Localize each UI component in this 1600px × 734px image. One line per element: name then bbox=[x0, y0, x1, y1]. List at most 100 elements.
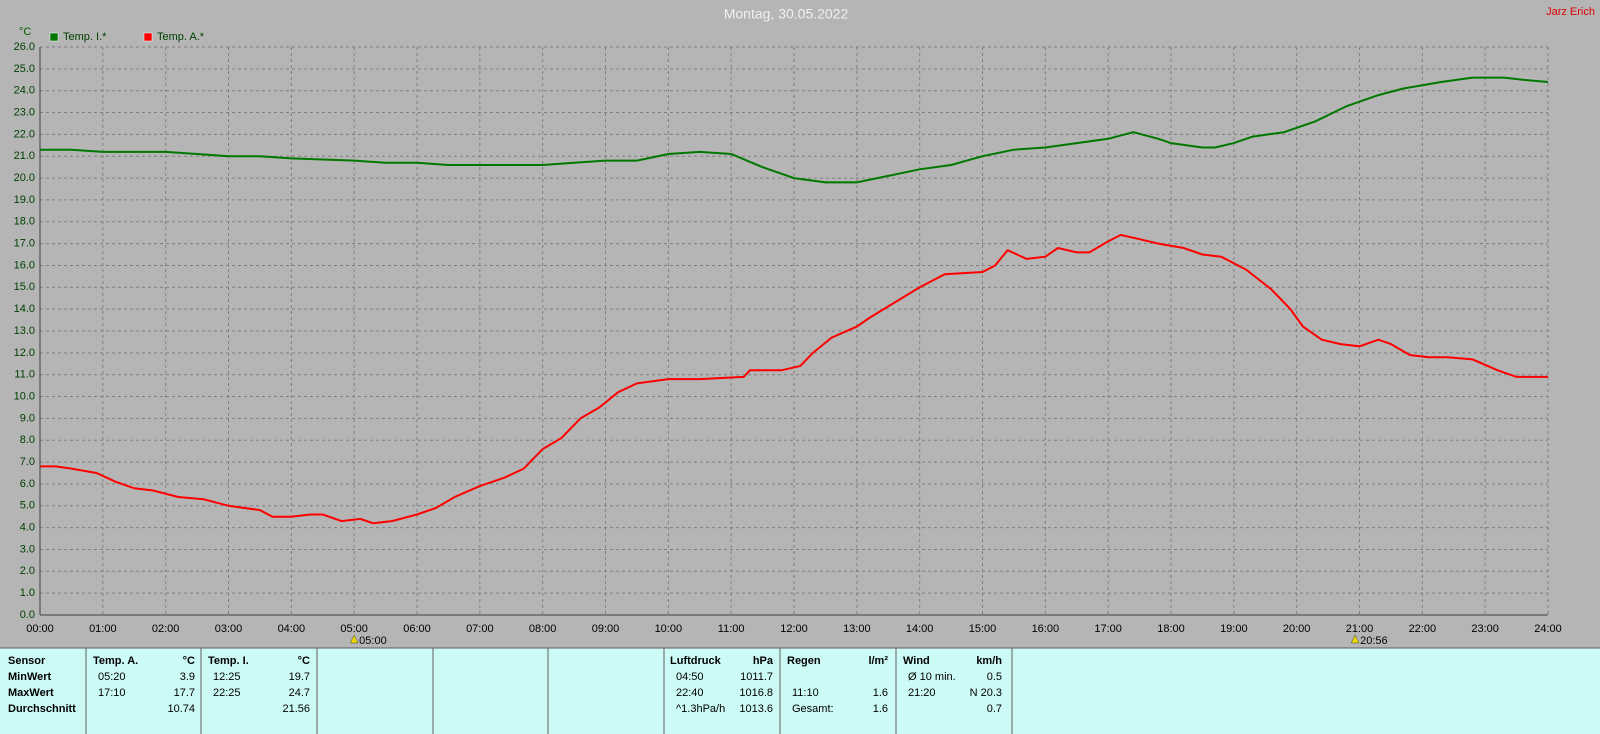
y-tick-label: 12.0 bbox=[14, 347, 35, 359]
y-tick-label: 2.0 bbox=[20, 565, 35, 577]
group-header: Temp. A. bbox=[93, 655, 138, 667]
y-tick-label: 11.0 bbox=[14, 369, 35, 381]
x-tick-label: 06:00 bbox=[403, 623, 431, 635]
x-tick-label: 04:00 bbox=[278, 623, 306, 635]
y-tick-label: 5.0 bbox=[20, 500, 35, 512]
sun-icon bbox=[349, 634, 359, 644]
stat-time: 12:25 bbox=[213, 671, 241, 683]
x-tick-label: 05:00 bbox=[340, 623, 368, 635]
y-tick-label: 8.0 bbox=[20, 434, 35, 446]
y-tick-label: 22.0 bbox=[14, 128, 35, 140]
x-tick-label: 02:00 bbox=[152, 623, 180, 635]
stat-time: 05:20 bbox=[98, 671, 126, 683]
stat-value: 19.7 bbox=[289, 671, 310, 683]
x-tick-label: 08:00 bbox=[529, 623, 557, 635]
group-unit: °C bbox=[183, 655, 195, 667]
legend-label: Temp. I.* bbox=[63, 31, 107, 43]
row-label: Durchschnitt bbox=[8, 703, 76, 715]
x-tick-label: 10:00 bbox=[655, 623, 683, 635]
y-tick-label: 26.0 bbox=[14, 41, 35, 53]
stat-time: 22:40 bbox=[676, 687, 704, 699]
x-tick-label: 03:00 bbox=[215, 623, 243, 635]
y-tick-label: 13.0 bbox=[14, 325, 35, 337]
stat-value: 17.7 bbox=[174, 687, 195, 699]
x-tick-label: 21:00 bbox=[1346, 623, 1374, 635]
y-tick-label: 0.0 bbox=[20, 609, 35, 621]
x-tick-label: 12:00 bbox=[780, 623, 808, 635]
group-unit: hPa bbox=[753, 655, 774, 667]
y-tick-label: 7.0 bbox=[20, 456, 35, 468]
x-tick-label: 13:00 bbox=[843, 623, 871, 635]
group-header: Temp. I. bbox=[208, 655, 249, 667]
stat-value: 24.7 bbox=[289, 687, 310, 699]
row-label: Sensor bbox=[8, 655, 46, 667]
stat-time: 11:10 bbox=[792, 687, 819, 699]
legend-swatch bbox=[143, 32, 153, 42]
sun-time: 05:00 bbox=[359, 635, 387, 647]
stat-time: 22:25 bbox=[213, 687, 241, 699]
stat-value: 1016.8 bbox=[739, 687, 773, 699]
x-tick-label: 23:00 bbox=[1471, 623, 1499, 635]
x-tick-label: 17:00 bbox=[1094, 623, 1122, 635]
legend-label: Temp. A.* bbox=[157, 31, 205, 43]
y-tick-label: 6.0 bbox=[20, 478, 35, 490]
group-unit: l/m² bbox=[868, 655, 888, 667]
x-tick-label: 24:00 bbox=[1534, 623, 1562, 635]
legend-swatch bbox=[49, 32, 59, 42]
group-header: Regen bbox=[787, 655, 821, 667]
x-tick-label: 18:00 bbox=[1157, 623, 1185, 635]
group-unit: °C bbox=[298, 655, 310, 667]
y-tick-label: 24.0 bbox=[14, 85, 35, 97]
x-tick-label: 14:00 bbox=[906, 623, 934, 635]
y-tick-label: 1.0 bbox=[20, 587, 35, 599]
stat-time: 21:20 bbox=[908, 687, 936, 699]
y-axis-label: °C bbox=[19, 26, 31, 38]
stat-value: 0.5 bbox=[987, 671, 1002, 683]
x-tick-label: 19:00 bbox=[1220, 623, 1248, 635]
stat-value: N 20.3 bbox=[970, 687, 1002, 699]
x-tick-label: 01:00 bbox=[89, 623, 117, 635]
y-tick-label: 20.0 bbox=[14, 172, 35, 184]
y-tick-label: 25.0 bbox=[14, 63, 35, 75]
y-tick-label: 23.0 bbox=[14, 106, 35, 118]
series-line bbox=[40, 76, 1549, 184]
stat-value: 1.6 bbox=[873, 703, 888, 715]
x-tick-label: 07:00 bbox=[466, 623, 494, 635]
group-unit: km/h bbox=[976, 655, 1002, 667]
stat-time: Ø 10 min. bbox=[908, 671, 956, 683]
group-header: Wind bbox=[903, 655, 930, 667]
sun-icon bbox=[1350, 634, 1360, 644]
x-tick-label: 11:00 bbox=[718, 623, 745, 635]
row-label: MinWert bbox=[8, 671, 52, 683]
stat-value: 21.56 bbox=[282, 703, 310, 715]
stat-time: ^1.3hPa/h bbox=[676, 703, 725, 715]
x-tick-label: 22:00 bbox=[1409, 623, 1437, 635]
stats-panel bbox=[0, 648, 1600, 734]
y-tick-label: 9.0 bbox=[20, 412, 35, 424]
y-tick-label: 17.0 bbox=[14, 238, 35, 250]
stat-value: 3.9 bbox=[180, 671, 195, 683]
stat-value: 1.6 bbox=[873, 687, 888, 699]
stat-time: Gesamt: bbox=[792, 703, 834, 715]
x-tick-label: 00:00 bbox=[26, 623, 54, 635]
stat-value: 1013.6 bbox=[739, 703, 773, 715]
row-label: MaxWert bbox=[8, 687, 54, 699]
x-tick-label: 16:00 bbox=[1032, 623, 1060, 635]
stat-value: 0.7 bbox=[987, 703, 1002, 715]
y-tick-label: 15.0 bbox=[14, 281, 35, 293]
y-tick-label: 19.0 bbox=[14, 194, 35, 206]
y-tick-label: 16.0 bbox=[14, 259, 35, 271]
stat-value: 1011.7 bbox=[740, 671, 773, 683]
chart-title: Montag, 30.05.2022 bbox=[724, 6, 849, 22]
y-tick-label: 10.0 bbox=[14, 390, 35, 402]
stat-time: 17:10 bbox=[98, 687, 126, 699]
x-tick-label: 09:00 bbox=[592, 623, 620, 635]
stat-time: 04:50 bbox=[676, 671, 704, 683]
group-header: Luftdruck bbox=[670, 655, 722, 667]
y-tick-label: 4.0 bbox=[20, 522, 35, 534]
author: Jarz Erich bbox=[1546, 6, 1595, 18]
sun-time: 20:56 bbox=[1360, 635, 1388, 647]
stat-value: 10.74 bbox=[167, 703, 195, 715]
